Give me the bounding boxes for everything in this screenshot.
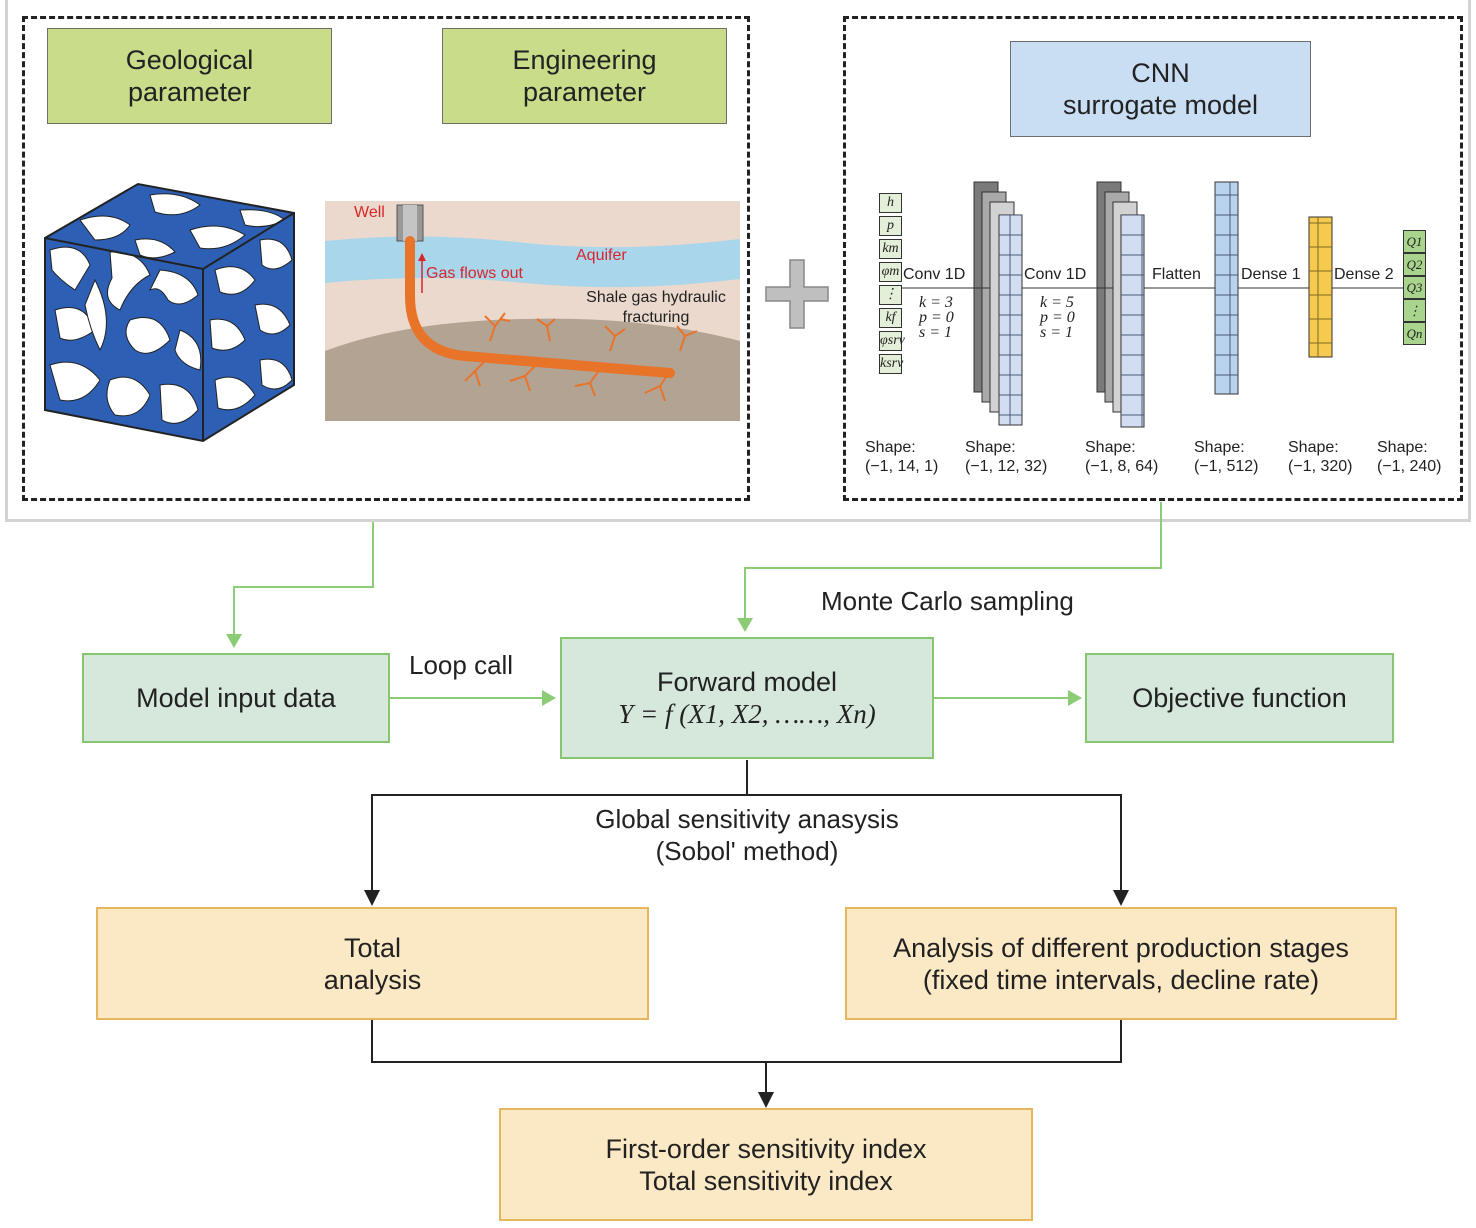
conv2-param-s: s = 1: [1040, 324, 1074, 341]
shape-label-conv2: Shape: (−1, 8, 64): [1085, 439, 1159, 475]
forward-model-equation: Y = f (X1, X2, ……, Xn): [618, 699, 876, 729]
cnn-model-group: [843, 16, 1463, 501]
conv2-label: Conv 1D: [1024, 266, 1087, 284]
gsa-label: Global sensitivity anasysis (Sobol' meth…: [547, 803, 947, 867]
stages-analysis-box: Analysis of different production stages …: [845, 907, 1397, 1020]
input-cell-kf: kf: [879, 308, 902, 328]
aquifer-label: Aquifer: [576, 247, 627, 264]
forward-model-label: Forward model: [656, 667, 838, 697]
output-cell-ellipsis: ⋮: [1403, 299, 1426, 322]
loop-call-label: Loop call: [409, 650, 514, 680]
top-panel-frame: [5, 0, 1471, 522]
conv1-param-s: s = 1: [919, 324, 953, 341]
dense2-label: Dense 2: [1334, 266, 1394, 284]
porous-rock-cube-icon: [44, 182, 295, 443]
conv1-label: Conv 1D: [903, 266, 966, 284]
shape-label-conv1: Shape: (−1, 12, 32): [965, 439, 1048, 475]
shape-label-dense2: Shape: (−1, 240): [1377, 439, 1442, 475]
input-cell-ellipsis: ⋮: [879, 285, 902, 305]
input-cell-h: h: [879, 193, 902, 213]
input-cell-p: p: [879, 216, 902, 236]
forward-model-box: Forward model Y = f (X1, X2, ……, Xn): [560, 637, 934, 759]
shape-label-dense1: Shape: (−1, 320): [1288, 439, 1353, 475]
input-cell-ksrv: ksrv: [879, 354, 903, 374]
gas-flow-label: Gas flows out: [426, 265, 523, 282]
input-cell-phim: φm: [879, 262, 902, 282]
shape-label-input: Shape: (−1, 14, 1): [865, 439, 939, 475]
objective-function-label: Objective function: [1132, 683, 1347, 713]
model-input-label: Model input data: [136, 683, 336, 713]
input-cell-km: km: [879, 239, 902, 259]
well-label: Well: [354, 204, 385, 221]
output-cell-q1: Q1: [1403, 230, 1426, 253]
conv1-param-k: k = 3: [919, 294, 953, 311]
flatten-label: Flatten: [1152, 266, 1201, 284]
output-cell-qn: Qn: [1403, 322, 1426, 345]
geological-parameter-box: Geological parameter: [47, 28, 332, 124]
fracturing-label: Shale gas hydraulic fracturing: [586, 289, 726, 326]
conv2-param-k: k = 5: [1040, 294, 1074, 311]
well-fracturing-scene: [325, 201, 740, 421]
model-input-box: Model input data: [82, 653, 390, 743]
monte-carlo-label: Monte Carlo sampling: [821, 586, 1074, 616]
input-cell-phisrv: φsrv: [879, 331, 905, 351]
input-parameter-group: [22, 16, 750, 501]
cnn-architecture-diagram: [902, 181, 1403, 428]
engineering-parameter-box: Engineering parameter: [442, 28, 727, 124]
shape-label-flatten: Shape: (−1, 512): [1194, 439, 1259, 475]
plus-icon: [765, 259, 829, 329]
objective-function-box: Objective function: [1085, 653, 1394, 743]
total-analysis-box: Total analysis: [96, 907, 649, 1020]
conv1-param-p: p = 0: [919, 309, 954, 326]
dense1-label: Dense 1: [1241, 266, 1301, 284]
cnn-surrogate-model-box: CNN surrogate model: [1010, 41, 1311, 137]
output-cell-q3: Q3: [1403, 276, 1426, 299]
conv2-param-p: p = 0: [1040, 309, 1075, 326]
output-cell-q2: Q2: [1403, 253, 1426, 276]
sensitivity-indices-box: First-order sensitivity index Total sens…: [499, 1108, 1033, 1221]
